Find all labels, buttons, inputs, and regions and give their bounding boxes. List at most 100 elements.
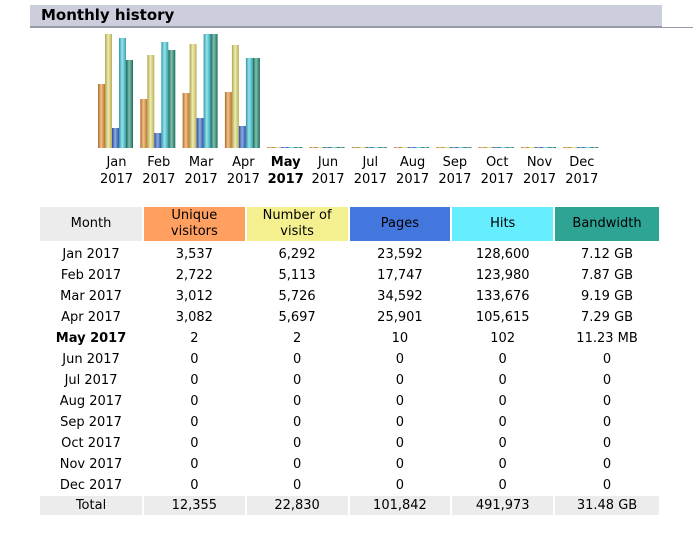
month-label: Sep xyxy=(443,155,468,170)
month-label: Mar xyxy=(189,155,214,170)
cell-unique-visitors: 0 xyxy=(190,436,199,451)
year-label: 2017 xyxy=(438,172,471,187)
month-label: Nov xyxy=(527,155,553,170)
cell-pages: 0 xyxy=(395,373,405,388)
cell-hits: 0 xyxy=(498,457,507,472)
bar-bandwidth xyxy=(379,147,387,148)
bar-visits xyxy=(105,34,112,148)
cell-bandwidth: 0 xyxy=(602,436,612,451)
cell-bandwidth: 0 xyxy=(602,457,612,472)
bar-hits xyxy=(203,34,211,148)
cell-month: Nov 2017 xyxy=(59,457,123,472)
bar-unique-visitors xyxy=(563,147,571,148)
table-row: Oct 2017 0 0 0 0 0 xyxy=(40,433,659,454)
cell-unique-visitors: 0 xyxy=(190,373,199,388)
cell-visits: 0 xyxy=(292,352,302,367)
chart-month-labels: Jan 2017 Feb 2017 Mar 2017 Apr 2017 May 2017 Jun 20… xyxy=(100,155,598,187)
year-label: 2017 xyxy=(481,172,514,187)
bar-unique-visitors xyxy=(267,147,275,148)
bar-hits xyxy=(499,147,507,148)
bar-visits xyxy=(358,147,366,148)
table-header-row: Month Unique visitors Number of visits P… xyxy=(40,207,659,244)
bar-unique-visitors xyxy=(98,84,105,148)
bar-bandwidth xyxy=(591,147,599,148)
bar-bandwidth xyxy=(252,58,260,148)
bar-visits xyxy=(274,147,282,148)
cell-visits: 0 xyxy=(292,415,302,430)
header-pages: Pages xyxy=(349,207,451,244)
bar-bandwidth xyxy=(168,50,176,148)
bar-visits xyxy=(401,147,409,148)
bar-unique-visitors xyxy=(436,147,444,148)
table-row: Apr 2017 3,082 5,697 25,901 105,615 7.29 GB xyxy=(40,307,659,328)
table-row: Sep 2017 0 0 0 0 0 xyxy=(40,412,659,433)
cell-month: Apr 2017 xyxy=(61,310,121,325)
year-label: 2017 xyxy=(523,172,556,187)
cell-hits: 102 xyxy=(490,331,516,346)
cell-hits: 0 xyxy=(498,394,507,409)
cell-month: May 2017 xyxy=(55,331,127,346)
bar-hits xyxy=(161,42,169,148)
cell-month: Oct 2017 xyxy=(61,436,121,451)
cell-visits: 0 xyxy=(292,478,302,493)
header-month: Month xyxy=(40,207,143,244)
bar-unique-visitors xyxy=(478,147,486,148)
cell-hits: 0 xyxy=(498,478,507,493)
bar-pages xyxy=(323,147,331,148)
cell-unique-visitors: 2 xyxy=(190,331,199,346)
title-divider xyxy=(30,27,693,28)
cell-unique-visitors: 0 xyxy=(190,394,199,409)
bar-bandwidth xyxy=(422,147,430,148)
month-label: Jan xyxy=(105,155,126,170)
cell-pages: 0 xyxy=(395,436,405,451)
bar-visits xyxy=(147,55,155,148)
bar-visits xyxy=(189,44,197,148)
cell-unique-visitors: 2,722 xyxy=(175,268,213,283)
header-unique-visitors: Unique visitors xyxy=(144,207,245,244)
cell-bandwidth: 9.19 GB xyxy=(581,289,634,304)
bar-unique-visitors xyxy=(394,147,402,148)
table-row: Jun 2017 0 0 0 0 0 xyxy=(40,349,659,370)
year-label: 2017 xyxy=(268,172,304,187)
total-visits: 22,830 xyxy=(246,496,348,515)
section-title: Monthly history xyxy=(41,6,175,24)
cell-pages: 34,592 xyxy=(377,289,423,304)
cell-visits: 0 xyxy=(292,394,302,409)
month-label: May xyxy=(271,155,301,170)
month-label: Apr xyxy=(232,155,255,170)
cell-visits: 0 xyxy=(292,436,302,451)
cell-unique-visitors: 0 xyxy=(190,352,199,367)
cell-bandwidth: 7.12 GB xyxy=(581,247,634,262)
monthly-history-chart: Jan 2017 Feb 2017 Mar 2017 Apr 2017 May 2017 Jun 20… xyxy=(98,34,599,187)
cell-month: Feb 2017 xyxy=(60,268,122,283)
bar-visits xyxy=(570,147,578,148)
cell-pages: 0 xyxy=(395,478,405,493)
cell-hits: 123,980 xyxy=(475,268,530,283)
bar-visits xyxy=(528,147,535,148)
cell-month: Jun 2017 xyxy=(62,352,120,367)
cell-hits: 128,600 xyxy=(475,247,530,262)
bar-pages xyxy=(112,128,119,148)
bar-hits xyxy=(119,38,126,148)
cell-unique-visitors: 0 xyxy=(190,415,199,430)
bar-pages xyxy=(492,147,500,148)
table-row: Jan 2017 3,537 6,292 23,592 128,600 7.12 GB xyxy=(40,244,659,265)
cell-hits: 133,676 xyxy=(475,289,530,304)
bar-hits xyxy=(542,147,549,148)
bar-bandwidth xyxy=(464,147,472,148)
bar-bandwidth xyxy=(210,34,218,148)
cell-bandwidth: 0 xyxy=(602,352,612,367)
bar-visits xyxy=(485,147,493,148)
header-bandwidth: Bandwidth xyxy=(555,207,659,244)
year-label: 2017 xyxy=(185,172,218,187)
bar-visits xyxy=(231,45,239,148)
bar-pages xyxy=(408,147,416,148)
table-body: Jan 2017 3,537 6,292 23,592 128,600 7.12 GB Fe… xyxy=(40,244,659,515)
cell-pages: 25,901 xyxy=(377,310,423,325)
table-row: May 2017 2 2 10 102 11.23 MB xyxy=(40,328,659,349)
cell-month: Jul 2017 xyxy=(64,373,118,388)
cell-bandwidth: 0 xyxy=(602,478,612,493)
cell-month: Jan 2017 xyxy=(62,247,120,262)
bar-pages xyxy=(154,133,162,148)
cell-hits: 0 xyxy=(498,415,507,430)
